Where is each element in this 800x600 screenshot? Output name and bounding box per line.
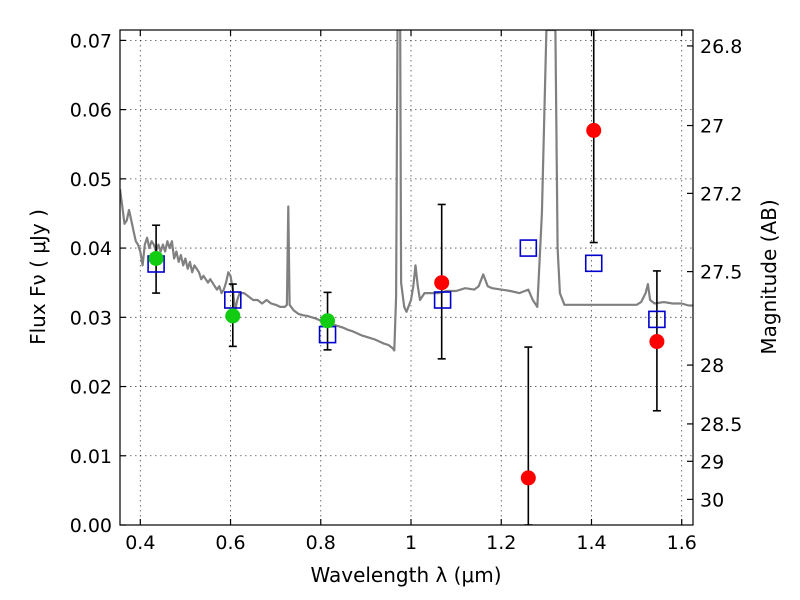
detection-point bbox=[148, 250, 164, 266]
y-tick-label: 0.07 bbox=[70, 30, 112, 52]
y2-tick-label: 29 bbox=[700, 451, 724, 473]
y2-tick-label: 30 bbox=[700, 489, 724, 511]
y2-tick-label: 27.2 bbox=[700, 183, 742, 205]
plot-area bbox=[120, 30, 693, 525]
x-axis-title: Wavelength λ (μm) bbox=[310, 563, 501, 587]
y-tick-label: 0.04 bbox=[70, 238, 112, 260]
y-axis-title: Flux Fν ( μJy ) bbox=[26, 209, 50, 345]
detection-point bbox=[320, 313, 336, 329]
detection-point bbox=[225, 308, 241, 324]
x-tick-label: 0.6 bbox=[215, 532, 245, 554]
y-tick-label: 0.00 bbox=[70, 515, 112, 537]
model-point-square bbox=[223, 291, 242, 309]
y-tick-label: 0.01 bbox=[70, 446, 112, 468]
y-tick-label: 0.05 bbox=[70, 169, 112, 191]
measurement-point bbox=[520, 470, 536, 486]
x-tick-label: 1.6 bbox=[667, 532, 697, 554]
y2-tick-label: 28 bbox=[700, 355, 724, 377]
y2-tick-label: 27.5 bbox=[700, 262, 742, 284]
measurement-point bbox=[586, 122, 602, 138]
ticks: 0.4 0.6 0.8 1 1.2 1.4 1.6 0.00 0.01 0.02 0.03 0.04 0… bbox=[70, 30, 742, 554]
y-tick-label: 0.03 bbox=[70, 307, 112, 329]
grid bbox=[120, 30, 693, 526]
plot-frame bbox=[119, 29, 694, 526]
x-tick-label: 1.4 bbox=[576, 532, 606, 554]
x-tick-label: 1.2 bbox=[486, 532, 516, 554]
model-point-square bbox=[519, 239, 538, 257]
y-tick-label: 0.02 bbox=[70, 377, 112, 399]
model-spectrum-line bbox=[120, 30, 693, 352]
y2-axis-title: Magnitude (AB) bbox=[757, 199, 781, 354]
x-tick-label: 1 bbox=[405, 532, 417, 554]
measurement-point bbox=[649, 334, 665, 350]
y2-tick-label: 26.8 bbox=[700, 36, 742, 58]
y-tick-label: 0.06 bbox=[70, 100, 112, 122]
model-point-square bbox=[433, 291, 452, 309]
model-point-square bbox=[648, 310, 666, 329]
y2-tick-label: 27 bbox=[700, 116, 724, 138]
measurement-point bbox=[434, 275, 450, 291]
x-tick-label: 0.8 bbox=[306, 532, 336, 554]
model-point-square bbox=[584, 254, 603, 273]
y2-tick-label: 28.5 bbox=[700, 414, 742, 436]
x-tick-label: 0.4 bbox=[125, 532, 155, 554]
